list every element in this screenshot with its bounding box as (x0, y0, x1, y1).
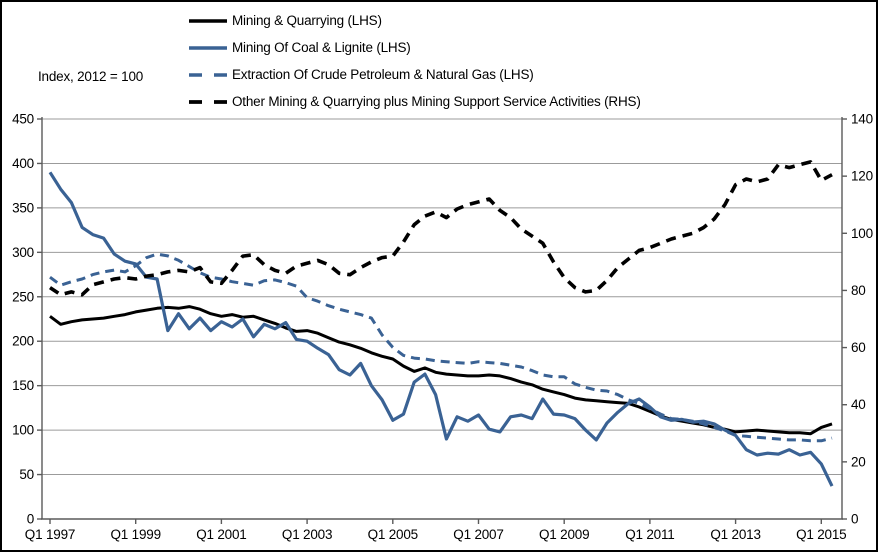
legend-label: Extraction Of Crude Petroleum & Natural … (232, 67, 534, 82)
y-axis-left-tick-label: 350 (12, 200, 34, 215)
legend-item-mining-quarrying: Mining & Quarrying (LHS) (188, 7, 641, 34)
chart-legend: Mining & Quarrying (LHS) Mining Of Coal … (188, 7, 641, 115)
y-axis-left-tick-label: 450 (12, 112, 34, 127)
y-axis-left-tick-label: 200 (12, 334, 34, 349)
y-axis-left-tick-label: 50 (19, 467, 34, 482)
y-axis-left-tick-label: 0 (27, 512, 34, 527)
y-axis-left-tick-label: 300 (12, 245, 34, 260)
x-axis-tick-label: Q1 1997 (25, 527, 75, 542)
legend-item-coal-lignite: Mining Of Coal & Lignite (LHS) (188, 34, 641, 61)
y-axis-left-tick-label: 100 (12, 423, 34, 438)
legend-line-dashed-icon (189, 72, 227, 77)
axis-note: Index, 2012 = 100 (38, 69, 144, 84)
legend-label: Mining & Quarrying (LHS) (232, 13, 382, 28)
y-axis-left-tick-label: 250 (12, 289, 34, 304)
x-axis-tick-label: Q1 2003 (282, 527, 332, 542)
x-axis-tick-label: Q1 2009 (539, 527, 589, 542)
legend-item-crude-petroleum-gas: Extraction Of Crude Petroleum & Natural … (188, 61, 641, 88)
legend-label: Other Mining & Quarrying plus Mining Sup… (232, 94, 641, 109)
x-axis-tick-label: Q1 2005 (368, 527, 418, 542)
y-axis-right-tick-label: 0 (851, 512, 858, 527)
legend-line-solid-icon (189, 18, 227, 23)
y-axis-left-tick-label: 400 (12, 156, 34, 171)
y-axis-right-tick-label: 20 (851, 454, 866, 469)
legend-item-other-mining-support: Other Mining & Quarrying plus Mining Sup… (188, 88, 641, 115)
x-axis-tick-label: Q1 2001 (196, 527, 246, 542)
y-axis-right-tick-label: 80 (851, 283, 866, 298)
y-axis-right-tick-label: 100 (851, 226, 873, 241)
x-axis-tick-label: Q1 2015 (796, 527, 846, 542)
y-axis-right-tick-label: 40 (851, 397, 866, 412)
x-axis-tick-label: Q1 2013 (710, 527, 760, 542)
legend-label: Mining Of Coal & Lignite (LHS) (232, 40, 411, 55)
x-axis-tick-label: Q1 2011 (625, 527, 674, 542)
legend-line-solid-icon (189, 45, 227, 50)
x-axis-tick-label: Q1 2007 (453, 527, 503, 542)
series-line-1 (48, 171, 834, 487)
y-axis-right-tick-label: 140 (851, 112, 873, 127)
series-line-2 (49, 252, 833, 443)
series-line-3 (49, 160, 833, 297)
y-axis-right-tick-label: 120 (851, 169, 873, 184)
x-axis-tick-label: Q1 1999 (110, 527, 160, 542)
y-axis-left-tick-label: 150 (12, 378, 34, 393)
legend-line-dashed-icon (189, 99, 227, 104)
y-axis-right-tick-label: 60 (851, 340, 866, 355)
